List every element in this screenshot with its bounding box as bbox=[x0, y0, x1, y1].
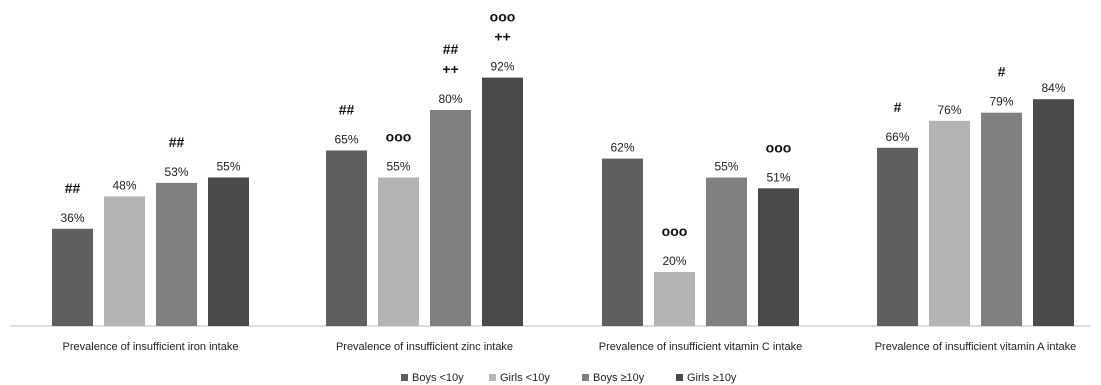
bar bbox=[156, 182, 197, 326]
data-label: 65% bbox=[334, 133, 358, 147]
significance-marker: ooo bbox=[766, 139, 792, 155]
significance-marker: ## bbox=[169, 134, 185, 150]
legend: Boys <10y Girls <10y Boys ≥10y Girls ≥10y bbox=[401, 372, 737, 384]
category-label: Prevalence of insufficient zinc intake bbox=[336, 341, 513, 353]
significance-marker: # bbox=[894, 99, 902, 115]
legend-label: Girls <10y bbox=[500, 372, 550, 384]
significance-marker: ## bbox=[443, 41, 459, 57]
legend-swatch bbox=[489, 374, 496, 381]
data-label: 36% bbox=[60, 211, 84, 225]
bar bbox=[981, 112, 1022, 326]
significance-marker: ooo bbox=[662, 223, 688, 239]
significance-marker: ## bbox=[339, 102, 355, 118]
data-label: 55% bbox=[386, 160, 410, 174]
data-label: 51% bbox=[766, 170, 790, 184]
data-label: 80% bbox=[438, 92, 462, 106]
legend-label: Girls ≥10y bbox=[687, 372, 737, 384]
significance-marker: ooo bbox=[386, 129, 412, 145]
significance-marker: ## bbox=[65, 180, 81, 196]
data-label: 20% bbox=[662, 254, 686, 268]
category-labels-layer: Prevalence of insufficient iron intake Pr… bbox=[63, 341, 1077, 353]
data-label: 84% bbox=[1041, 81, 1065, 95]
significance-marker: ++ bbox=[442, 61, 458, 77]
bar bbox=[208, 177, 249, 326]
data-label: 55% bbox=[216, 160, 240, 174]
legend-label: Boys ≥10y bbox=[593, 372, 645, 384]
significance-marker: ++ bbox=[494, 29, 510, 45]
data-label: 76% bbox=[937, 103, 961, 117]
bars-layer bbox=[52, 77, 1074, 326]
bar bbox=[326, 150, 367, 326]
bar bbox=[430, 110, 471, 326]
bar bbox=[877, 147, 918, 326]
data-label: 53% bbox=[164, 165, 188, 179]
bar bbox=[104, 196, 145, 326]
bar bbox=[52, 228, 93, 326]
significance-marker: # bbox=[998, 64, 1006, 80]
legend-swatch bbox=[676, 374, 683, 381]
legend-label: Boys <10y bbox=[412, 372, 464, 384]
bar bbox=[654, 272, 695, 326]
bar bbox=[706, 177, 747, 326]
bar bbox=[378, 177, 419, 326]
bar bbox=[758, 188, 799, 326]
bar bbox=[1033, 99, 1074, 326]
data-label: 66% bbox=[885, 130, 909, 144]
bar bbox=[929, 120, 970, 326]
category-label: Prevalence of insufficient iron intake bbox=[63, 341, 239, 353]
category-label: Prevalence of insufficient vitamin A int… bbox=[875, 341, 1077, 353]
bar bbox=[482, 77, 523, 326]
data-label: 79% bbox=[989, 95, 1013, 109]
significance-marker: ooo bbox=[490, 9, 516, 25]
data-label: 92% bbox=[490, 60, 514, 74]
data-labels-layer: 36% 48% 53% 55% 65% 55% 80% 92% 62% 20% 55% 51% 66% 7… bbox=[60, 60, 1065, 268]
category-label: Prevalence of insufficient vitamin C int… bbox=[599, 341, 802, 353]
legend-swatch bbox=[582, 374, 589, 381]
data-label: 48% bbox=[112, 178, 136, 192]
legend-swatch bbox=[401, 374, 408, 381]
data-label: 55% bbox=[714, 160, 738, 174]
bar bbox=[602, 158, 643, 326]
data-label: 62% bbox=[610, 141, 634, 155]
